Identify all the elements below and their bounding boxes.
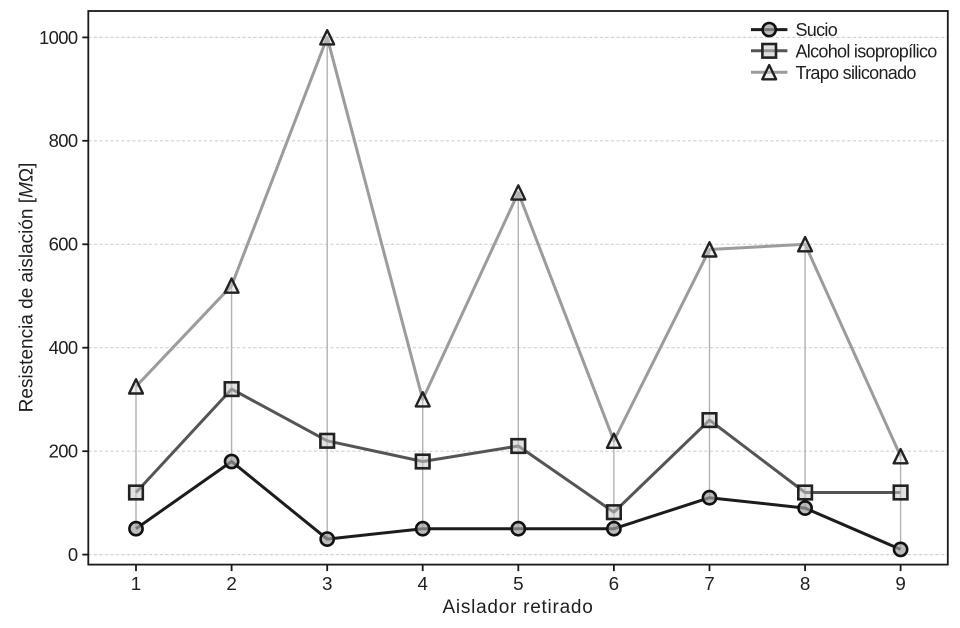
svg-text:Resistencia de aislación [MΩ]: Resistencia de aislación [MΩ]: [17, 163, 38, 413]
svg-text:Sucio: Sucio: [796, 20, 838, 40]
svg-text:9: 9: [895, 573, 905, 594]
svg-text:200: 200: [49, 441, 78, 462]
svg-text:7: 7: [704, 573, 714, 594]
svg-text:Trapo siliconado: Trapo siliconado: [796, 63, 917, 83]
svg-text:400: 400: [49, 337, 78, 358]
svg-text:1000: 1000: [39, 27, 78, 48]
svg-text:4: 4: [417, 573, 427, 594]
svg-text:2: 2: [226, 573, 236, 594]
svg-text:600: 600: [49, 234, 78, 255]
svg-text:Alcohol isopropílico: Alcohol isopropílico: [796, 41, 938, 61]
svg-text:6: 6: [609, 573, 619, 594]
svg-text:0: 0: [68, 544, 78, 565]
svg-text:8: 8: [800, 573, 810, 594]
svg-text:Aislador retirado: Aislador retirado: [442, 597, 593, 618]
svg-text:800: 800: [49, 130, 78, 151]
svg-text:1: 1: [131, 573, 141, 594]
svg-text:5: 5: [513, 573, 523, 594]
svg-text:3: 3: [322, 573, 332, 594]
